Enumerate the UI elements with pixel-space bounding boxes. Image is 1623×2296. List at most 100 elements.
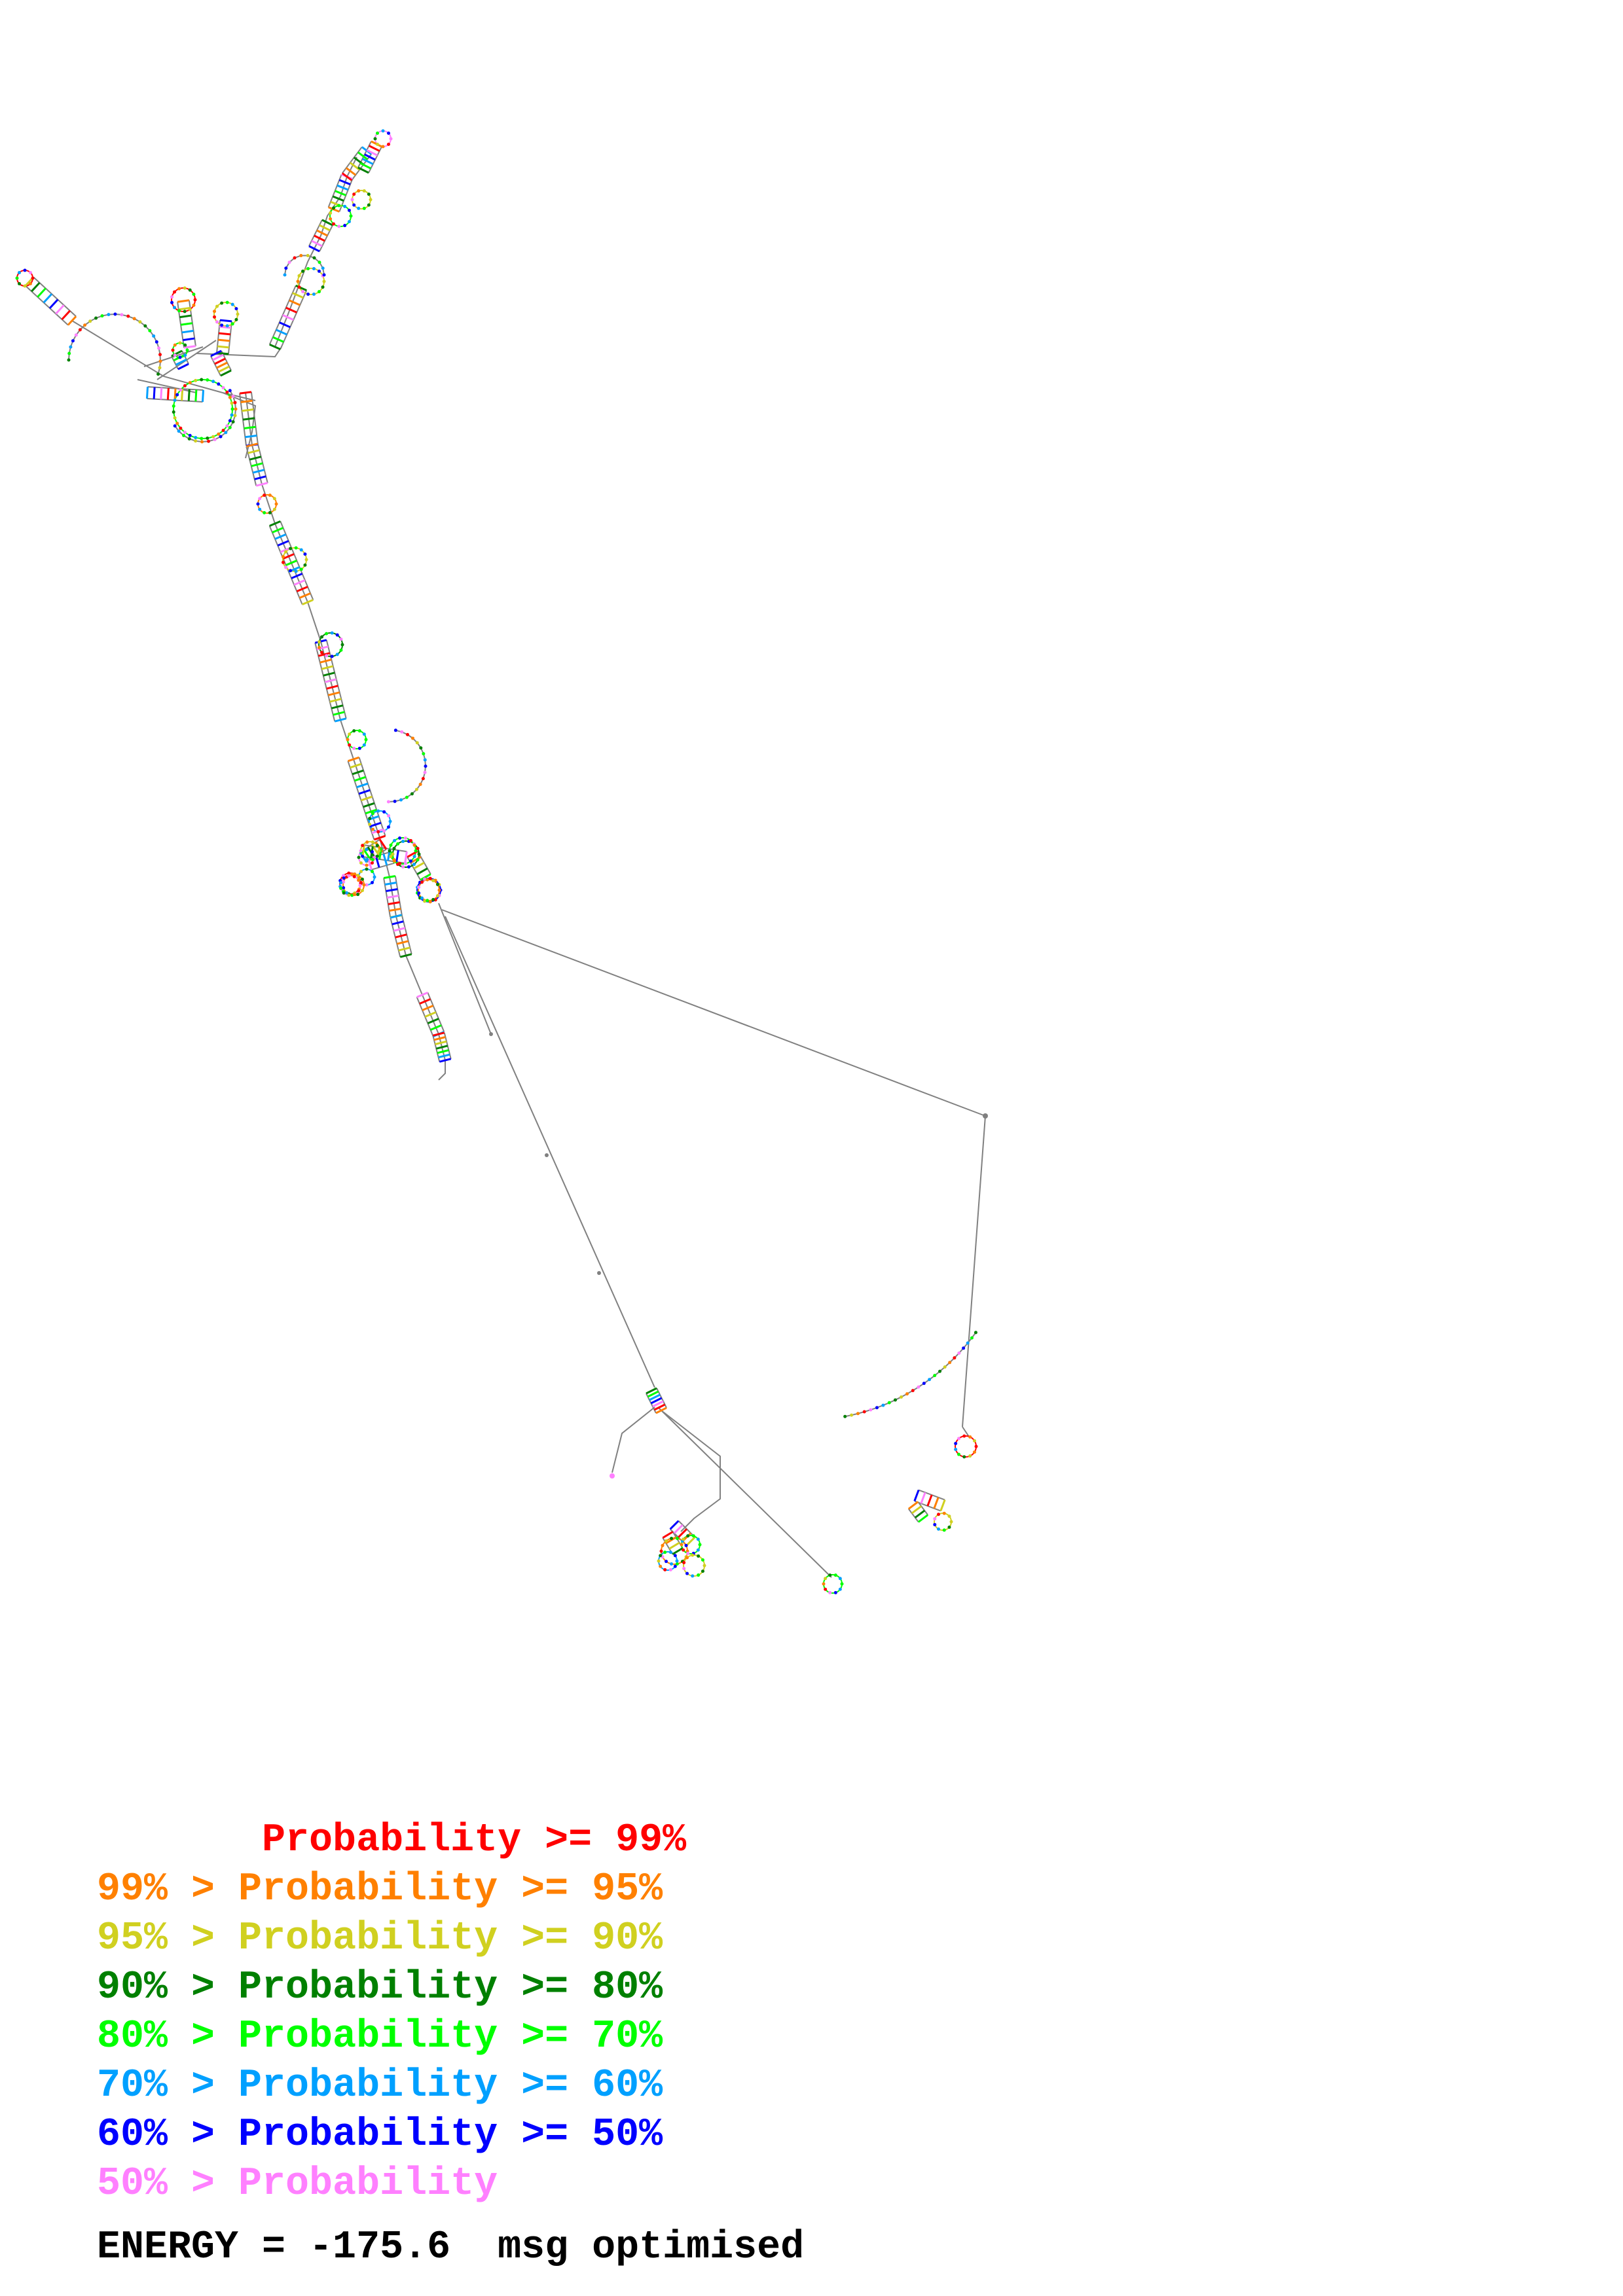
base-pair [295,284,307,292]
base-pair [181,329,194,334]
base-pair [420,873,431,881]
nucleotide [347,893,351,897]
nucleotide [409,838,412,842]
nucleotide [437,888,441,892]
base-pair [378,847,382,860]
base-pair [254,475,266,480]
nucleotide [347,208,351,212]
base-pair [212,353,224,361]
base-pair [369,821,382,828]
nucleotide [215,304,219,308]
base-pair [314,234,325,242]
base-pair [272,527,284,533]
nucleotide [610,1473,615,1479]
nucleotide [28,281,32,285]
backbone-segment [143,346,204,367]
nucleotide [183,353,187,357]
legend-row: Probability >= 99% [97,1818,687,1863]
base-pair [435,1045,448,1050]
nucleotide [862,1410,866,1414]
base-pair [252,469,265,474]
nucleotide [657,1559,661,1563]
base-pair [296,586,308,592]
nucleotide [175,393,179,397]
nucleotide [233,414,237,418]
nucleotide [183,431,187,435]
base-pair [655,1407,667,1414]
nucleotide [88,319,92,323]
base-pair [398,946,410,952]
nucleotide [284,565,288,569]
nucleotide [188,288,192,292]
nucleotide [682,1560,686,1564]
base-pair [308,245,320,253]
long-backbone [438,903,492,1035]
nucleotide [173,353,177,357]
base-pair [302,599,314,605]
nucleotide [342,886,346,890]
nucleotide [28,271,32,275]
nucleotide [312,292,316,296]
nucleotide [230,401,234,405]
nucleotide [339,886,343,890]
nucleotide [389,855,393,859]
nucleotide [322,279,326,283]
nucleotide [194,436,198,440]
nucleotide [360,889,364,893]
nucleotide [236,312,240,316]
base-pair [356,782,369,789]
nucleotide [158,353,162,357]
nucleotide [822,1582,826,1586]
nucleotide [398,836,402,840]
base-pair [410,855,422,864]
nucleotide [970,1336,974,1340]
base-pair [416,992,428,998]
base-pair [673,1524,684,1534]
nucleotide [416,846,420,850]
nucleotide [219,435,223,439]
nucleotide [357,746,361,750]
nucleotide [838,1577,842,1581]
nucleotide [170,300,174,304]
nucleotide [424,764,428,768]
base-pair [240,399,253,403]
nucleotide [294,546,298,550]
nucleotide [365,883,369,887]
base-pair [291,573,303,579]
nucleotide [417,891,421,895]
nucleotide [875,1406,879,1410]
backbone-path [661,1410,721,1532]
nucleotide [297,285,301,289]
nucleotide [684,1543,688,1547]
nucleotide [824,1587,828,1591]
base-pair [914,1509,926,1518]
nucleotide [343,224,347,228]
nucleotide [417,852,421,856]
legend-row: 95% > Probability >= 90% [97,1916,663,1961]
nucleotide [665,1560,668,1564]
nucleotide [211,380,215,384]
nucleotide [356,873,360,877]
long-backbone [441,909,986,1117]
nucleotide [272,507,276,511]
nucleotide [120,313,124,317]
stem-strand [268,285,297,345]
nucleotide [178,341,182,345]
nucleotide [352,893,356,897]
nucleotide [701,1558,704,1562]
nucleotide [670,1537,674,1541]
nucleotide [337,204,341,207]
nucleotide [398,861,402,865]
nucleotide [435,882,439,886]
nucleotide [962,1434,966,1438]
nucleotide [431,898,435,902]
base-pair [432,1031,445,1037]
nucleotide [340,643,344,647]
base-pair [274,533,287,540]
base-pair [219,319,232,323]
nucleotide [138,320,142,324]
legend-row: 60% > Probability >= 50% [97,2113,663,2157]
nucleotide [177,287,181,291]
nucleotide [272,497,276,501]
base-pair [363,849,372,861]
